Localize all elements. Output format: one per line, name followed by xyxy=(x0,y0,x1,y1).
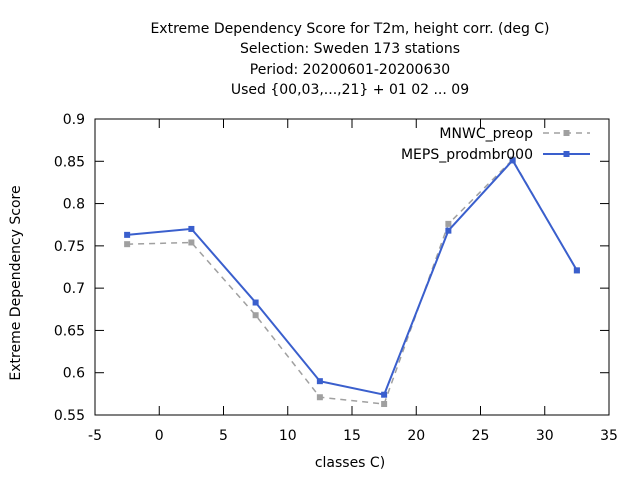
y-tick-label-4: 0.75 xyxy=(54,239,85,255)
x-tick-label-6: 25 xyxy=(472,428,490,444)
data-point-mnwc-preop-0 xyxy=(124,241,131,248)
axis-ticks: -5 0 5 10 15 20 25 30 35 0.55 0.6 0.65 0.7 0.75 0.8 0.8… xyxy=(54,112,618,444)
data-point-meps-prodmbr000-2 xyxy=(252,299,259,306)
series-line-meps-prodmbr000 xyxy=(127,158,578,396)
y-axis-label-text: Extreme Dependency Score xyxy=(8,185,24,381)
data-point-meps-prodmbr000-0 xyxy=(124,231,131,238)
data-point-mnwc-preop-2 xyxy=(252,312,259,319)
x-tick-label-7: 30 xyxy=(536,428,554,444)
data-point-meps-prodmbr000-4 xyxy=(381,391,388,398)
data-point-meps-prodmbr000-3 xyxy=(316,378,323,385)
y-tick-label-7: 0.9 xyxy=(63,112,85,128)
x-tick-label-3: 10 xyxy=(279,428,297,444)
y-tick-label-3: 0.7 xyxy=(63,281,85,297)
legend-marker-meps-prodmbr000 xyxy=(563,151,570,157)
chart-title-line-2: Selection: Sweden 173 stations xyxy=(239,41,461,57)
data-point-mnwc-preop-4 xyxy=(381,401,388,408)
legend-label-meps-prodmbr000: MEPS_prodmbr000 xyxy=(401,147,533,163)
data-point-mnwc-preop-5 xyxy=(445,220,452,227)
plot-series xyxy=(124,156,580,408)
legend-marker-mnwc-preop xyxy=(563,130,570,136)
x-tick-label-2: 5 xyxy=(219,428,228,444)
x-tick-label-0: -5 xyxy=(88,428,102,444)
data-point-meps-prodmbr000-5 xyxy=(445,227,452,234)
x-tick-label-8: 35 xyxy=(600,428,618,444)
chart-title-line-1: Extreme Dependency Score for T2m, height… xyxy=(150,21,550,37)
x-tick-label-1: 0 xyxy=(155,428,164,444)
x-axis-label: classes C) xyxy=(314,455,386,471)
data-point-meps-prodmbr000-6 xyxy=(509,157,516,164)
y-tick-label-5: 0.8 xyxy=(63,197,85,213)
data-point-meps-prodmbr000-1 xyxy=(188,225,195,232)
chart-title-line-4: Used {00,03,...,21} + 01 02 ... 09 xyxy=(230,82,470,98)
y-tick-label-2: 0.65 xyxy=(54,323,85,339)
y-tick-label-6: 0.85 xyxy=(54,154,85,170)
data-point-meps-prodmbr000-7 xyxy=(573,267,580,274)
data-point-mnwc-preop-3 xyxy=(316,394,323,401)
chart-title-line-3: Period: 20200601-20200630 xyxy=(249,62,451,78)
legend: MNWC_preop MEPS_prodmbr000 xyxy=(401,126,590,163)
legend-label-mnwc-preop: MNWC_preop xyxy=(439,126,533,142)
data-point-mnwc-preop-1 xyxy=(188,239,195,246)
y-tick-label-1: 0.6 xyxy=(63,366,85,382)
x-tick-label-4: 15 xyxy=(343,428,361,444)
y-tick-label-0: 0.55 xyxy=(54,408,85,424)
series-line-mnwc-preop xyxy=(127,158,578,405)
x-tick-label-5: 20 xyxy=(407,428,425,444)
plot-frame xyxy=(94,118,610,416)
